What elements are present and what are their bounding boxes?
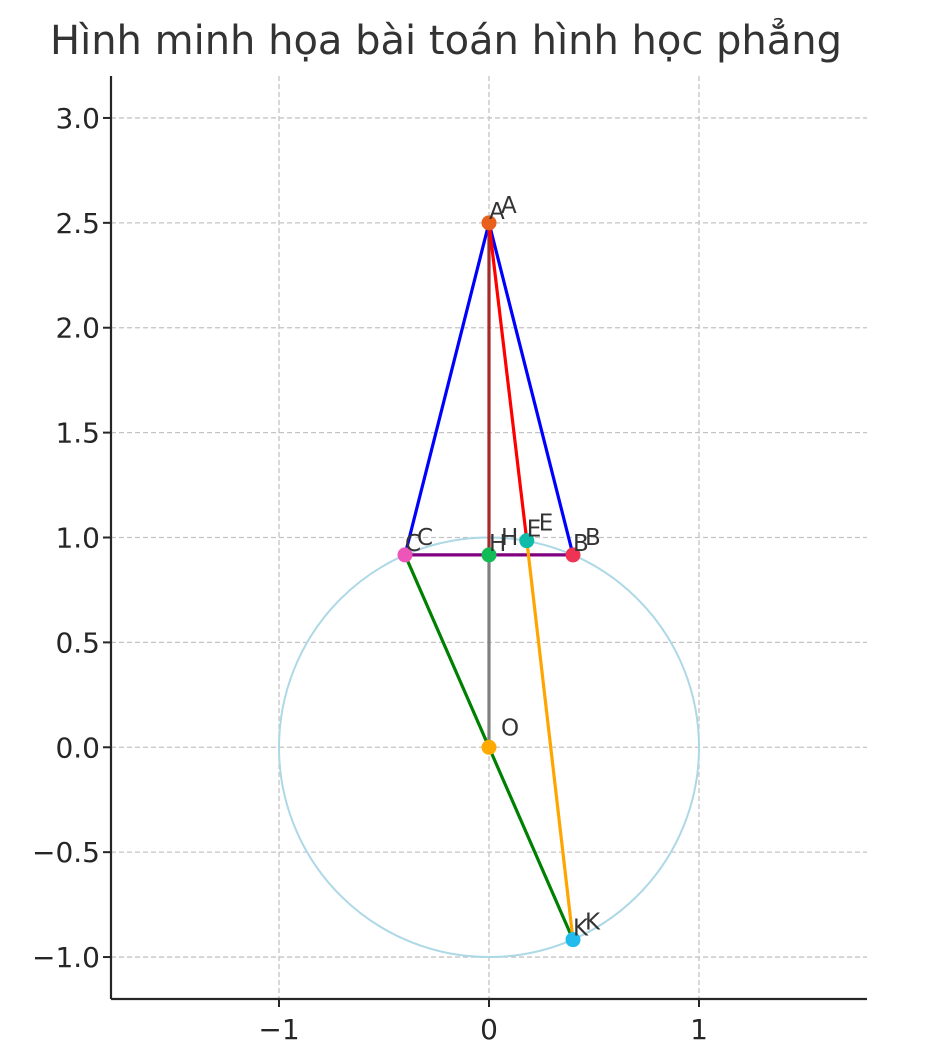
y-tick-label: 0.5 [55, 626, 100, 659]
segment-AB [487, 221, 575, 557]
point-label-B: B [573, 531, 589, 557]
y-tick-label: 1.0 [55, 522, 100, 555]
x-tick-label: 0 [480, 1013, 498, 1046]
y-tick-label: 2.5 [55, 207, 100, 240]
point-C [397, 547, 413, 563]
point-label-A-offset: A [501, 193, 517, 219]
axes-layer: −1 0 1 3.0 2.5 2.0 1.5 1.0 0.5 0.0 −0.5 −1.0 [32, 76, 867, 1046]
point-label-C: C [405, 531, 421, 557]
point-K [565, 932, 581, 948]
point-label-K: K [573, 916, 589, 942]
point-E [519, 533, 535, 549]
point-label-B-offset: B [585, 525, 601, 551]
point-layer [397, 215, 581, 948]
chart-title: Hình minh họa bài toán hình học phẳng [50, 18, 843, 64]
point-O [481, 739, 497, 755]
point-label-H-offset: H [501, 525, 518, 551]
point-H [481, 547, 497, 563]
point-label-O: O [501, 715, 519, 741]
y-tick-label: −0.5 [32, 836, 100, 869]
point-label-E-offset: E [539, 511, 554, 537]
y-tick-label: 2.0 [55, 312, 100, 345]
segment-AE [487, 221, 529, 543]
point-label-E: E [527, 517, 542, 543]
point-label-K-offset: K [585, 910, 601, 936]
segment-AC [403, 221, 491, 557]
point-B [565, 547, 581, 563]
y-tick-label: 3.0 [55, 102, 100, 135]
segment-layer [403, 221, 575, 942]
x-tick-label: 1 [690, 1013, 708, 1046]
y-tick-label: 1.5 [55, 417, 100, 450]
segment-EK [525, 539, 575, 942]
y-tick-label: −1.0 [32, 941, 100, 974]
x-tick-label: −1 [258, 1013, 299, 1046]
point-label-H: H [489, 531, 506, 557]
y-tick-label: 0.0 [55, 731, 100, 764]
point-label-A: A [489, 199, 505, 225]
point-A [481, 215, 497, 231]
point-label-C-offset: C [417, 525, 433, 551]
